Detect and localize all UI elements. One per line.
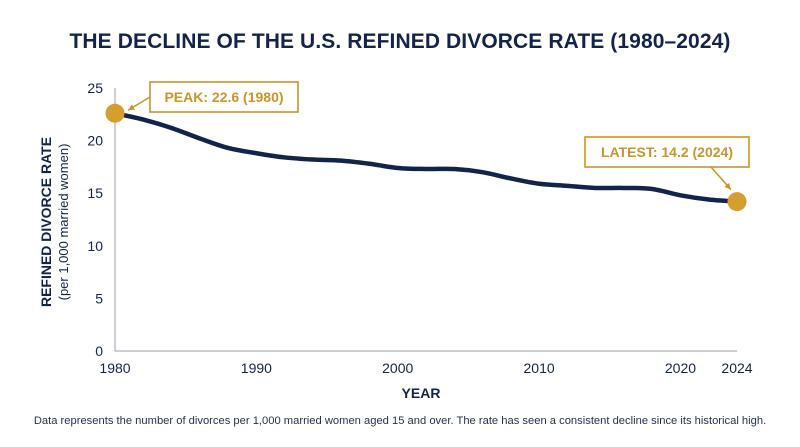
x-tick-label: 1980 xyxy=(99,360,130,376)
markers xyxy=(105,103,747,212)
y-tick-label: 0 xyxy=(95,343,103,359)
y-tick-label: 15 xyxy=(87,185,103,201)
data-point-marker xyxy=(105,103,125,123)
x-tick-label: 2024 xyxy=(721,360,752,376)
axes xyxy=(114,88,737,352)
annotation-label: LATEST: 14.2 (2024) xyxy=(601,144,733,160)
annotation-box xyxy=(149,81,299,113)
tick-labels: 0 5 10 15 20 25 1980 1990 2000 2010 2020 2024 xyxy=(87,80,752,376)
x-tick-label: 2010 xyxy=(524,360,555,376)
x-tick-label: 2000 xyxy=(382,360,413,376)
annotation-box xyxy=(584,136,750,168)
y-tick-label: 20 xyxy=(87,133,103,149)
footnote: Data represents the number of divorces p… xyxy=(33,415,767,427)
y-axis-sublabel: (per 1,000 married women) xyxy=(56,144,71,301)
chart-title: THE DECLINE OF THE U.S. REFINED DIVORCE … xyxy=(69,30,731,53)
annotation-arrowhead xyxy=(724,182,731,190)
y-tick-label: 10 xyxy=(87,238,103,254)
y-tick-label: 5 xyxy=(95,290,103,306)
x-tick-label: 1990 xyxy=(241,360,272,376)
annotation-arrowhead xyxy=(128,104,135,111)
y-tick-label: 25 xyxy=(87,80,103,96)
series-line xyxy=(112,110,740,204)
annotations: PEAK: 22.6 (1980) LATEST: 14.2 (2024) xyxy=(127,81,750,191)
y-axis-label: REFINED DIVORCE RATE xyxy=(38,137,54,307)
x-tick-label: 2020 xyxy=(665,360,696,376)
annotation-label: PEAK: 22.6 (1980) xyxy=(164,89,283,105)
x-axis-label: YEAR xyxy=(402,385,441,401)
data-point-marker xyxy=(727,192,747,212)
